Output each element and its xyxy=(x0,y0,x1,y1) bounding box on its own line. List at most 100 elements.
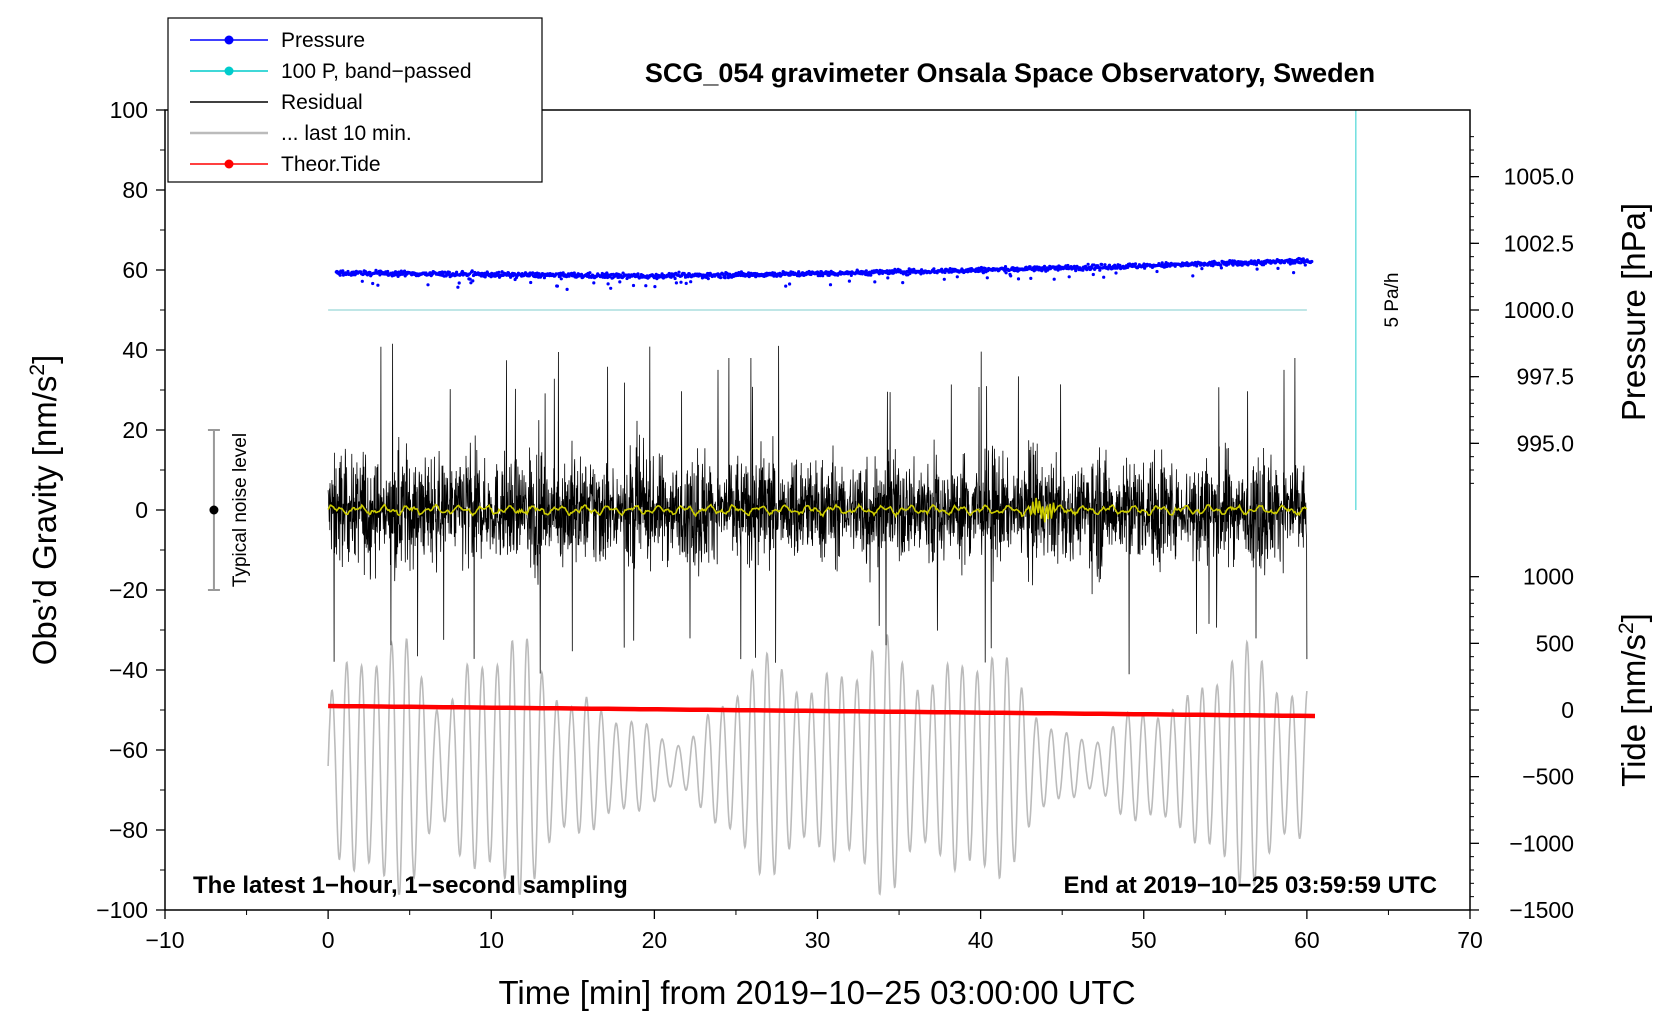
pressure-tick-label: 1002.5 xyxy=(1504,230,1574,256)
legend-label: ... last 10 min. xyxy=(281,122,412,145)
pressure-point xyxy=(847,279,852,283)
x-tick-label: 20 xyxy=(642,927,668,953)
pressure-point xyxy=(1015,266,1019,270)
theoretical-tide-layer xyxy=(328,703,1316,719)
pressure-point xyxy=(821,274,825,278)
y-axis-label-tide-close: ] xyxy=(1615,613,1652,622)
pressure-point xyxy=(531,271,535,275)
pressure-point xyxy=(784,284,788,288)
last-ten-minutes-layer xyxy=(327,634,1308,896)
pressure-point xyxy=(1191,274,1195,278)
y-tick-label: 20 xyxy=(122,417,148,443)
pressure-point xyxy=(719,276,723,280)
legend-marker xyxy=(224,159,234,169)
pressure-point xyxy=(886,276,890,280)
y-axis-label-gravity-text: Obs’d Gravity [nm/s xyxy=(26,376,63,666)
pressure-point xyxy=(426,283,430,287)
pressure-point xyxy=(471,279,475,283)
legend-label: 100 P, band−passed xyxy=(281,60,472,83)
legend-label: Theor.Tide xyxy=(281,153,381,176)
pressure-point xyxy=(932,267,936,271)
tide-tick-label: 0 xyxy=(1561,697,1574,723)
tide-tick-label: −500 xyxy=(1522,764,1574,790)
pressure-point xyxy=(1056,268,1060,272)
pressure-point xyxy=(1226,262,1231,266)
y-axis-ticks: −100 −80 −60 −40 −20 0 20 40 60 80 100 xyxy=(96,97,165,923)
pressure-point xyxy=(689,280,693,284)
pressure-point xyxy=(346,269,350,274)
pressure-point xyxy=(1155,269,1159,274)
pressure-point xyxy=(1029,276,1033,280)
legend-label: Pressure xyxy=(281,29,365,52)
pressure-point xyxy=(901,281,905,285)
y-tick-label: 0 xyxy=(135,497,148,523)
y-tick-label: 60 xyxy=(122,257,148,283)
pressure-axis-ticks: 995.0 997.5 1000.0 1002.5 1005.0 xyxy=(1470,136,1574,484)
y-axis-label-gravity: Obs’d Gravity [nm/s2] xyxy=(26,355,63,666)
pressure-point xyxy=(788,282,792,286)
pressure-point xyxy=(679,280,683,284)
pressure-point xyxy=(644,284,648,288)
tide-tick-label: −1500 xyxy=(1509,897,1574,923)
pressure-point xyxy=(371,281,375,286)
pressure-point xyxy=(605,271,609,275)
pressure-point xyxy=(455,270,459,274)
pressure-point xyxy=(723,276,727,280)
pressure-point xyxy=(1133,262,1138,266)
pressure-point xyxy=(684,281,688,285)
pressure-point xyxy=(828,283,833,287)
pressure-point xyxy=(529,280,533,285)
x-tick-label: 50 xyxy=(1131,927,1157,953)
pressure-point xyxy=(509,275,513,279)
pressure-tick-label: 1000.0 xyxy=(1504,297,1574,323)
pressure-point xyxy=(677,270,681,274)
pressure-point xyxy=(797,270,801,274)
y-tick-label: −80 xyxy=(109,817,148,843)
pressure-point xyxy=(1090,266,1094,270)
pressure-point xyxy=(1067,275,1071,279)
y-tick-label: −100 xyxy=(96,897,148,923)
pressure-point xyxy=(588,271,592,275)
pressure-point xyxy=(869,273,873,277)
legend-marker xyxy=(224,35,234,45)
pressure-point xyxy=(456,285,460,289)
pressure-point xyxy=(376,283,380,287)
pressure-point xyxy=(468,277,472,281)
pressure-point xyxy=(674,281,679,285)
pressure-layer xyxy=(334,256,1314,291)
pressure-point xyxy=(565,287,569,291)
x-axis-ticks: −10 0 10 20 30 40 50 60 70 xyxy=(145,910,1483,953)
tide-tick-label: 500 xyxy=(1536,630,1574,656)
pressure-point xyxy=(955,275,959,279)
pressure-point xyxy=(1264,261,1268,265)
theoretical-tide-line xyxy=(328,703,1316,719)
pressure-point xyxy=(1255,267,1259,271)
pressure-point xyxy=(606,282,610,286)
x-tick-label: 0 xyxy=(322,927,335,953)
y-tick-label: 100 xyxy=(110,97,148,123)
pressure-point xyxy=(559,277,563,281)
pressure-point xyxy=(849,273,853,277)
pressure-point xyxy=(1100,262,1104,267)
pressure-point xyxy=(948,267,952,271)
noise-bar-center xyxy=(209,505,219,515)
pressure-point xyxy=(631,283,636,288)
pressure-point xyxy=(603,275,607,279)
pressure-point xyxy=(653,285,657,289)
pressure-point xyxy=(706,277,710,281)
y-tick-label: −40 xyxy=(109,657,148,683)
pressure-point xyxy=(561,271,565,275)
pressure-point xyxy=(667,271,671,276)
noise-bar-layer: Typical noise level xyxy=(207,429,251,591)
tide-axis-ticks: −1500 −1000 −500 0 500 1000 xyxy=(1470,564,1574,923)
y-tick-label: 40 xyxy=(122,337,148,363)
x-axis-label: Time [min] from 2019−10−25 03:00:00 UTC xyxy=(498,974,1135,1011)
pressure-point xyxy=(457,281,461,285)
pressure-point xyxy=(705,274,709,278)
pressure-point xyxy=(609,286,613,290)
pressure-point xyxy=(1106,267,1110,271)
tide-tick-label: −1000 xyxy=(1509,830,1574,856)
note-latest-hour: The latest 1−hour, 1−second sampling xyxy=(193,872,628,899)
x-tick-label: 60 xyxy=(1294,927,1320,953)
pressure-point xyxy=(470,269,474,273)
